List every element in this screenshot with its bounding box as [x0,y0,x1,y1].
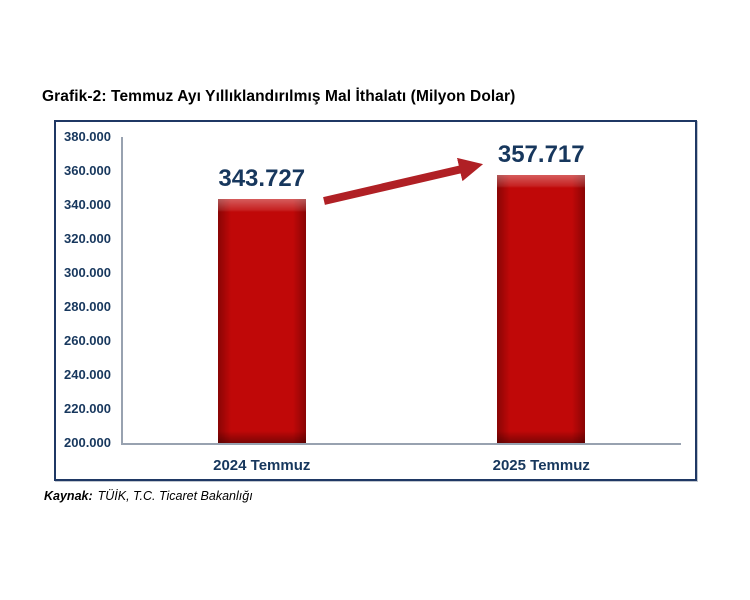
chart-title: Grafik-2: Temmuz Ayı Yıllıklandırılmış M… [42,88,516,105]
source-note: Kaynak: TÜİK, T.C. Ticaret Bakanlığı [44,489,253,503]
bar-value-label: 343.727 [218,164,306,192]
x-axis-label: 2024 Temmuz [213,457,311,474]
y-tick-label: 380.000 [64,129,111,144]
y-tick-label: 360.000 [64,163,111,178]
y-tick-label: 220.000 [64,401,111,416]
chart-frame: 380.000 360.000 340.000 320.000 300.000 280.0… [54,120,697,481]
x-axis-label: 2025 Temmuz [492,457,590,474]
y-tick-label: 280.000 [64,299,111,314]
y-tick-label: 340.000 [64,197,111,212]
y-tick-label: 260.000 [64,333,111,348]
y-tick-label: 200.000 [64,435,111,450]
x-axis-line [121,443,681,445]
bar-2025-temmuz [497,174,586,443]
source-label: Kaynak: [44,489,93,503]
source-text: TÜİK, T.C. Ticaret Bakanlığı [97,489,253,503]
y-axis-line [121,137,123,445]
bar-2024-temmuz [217,198,306,443]
y-tick-label: 300.000 [64,265,111,280]
y-tick-label: 320.000 [64,231,111,246]
y-tick-label: 240.000 [64,367,111,382]
bar-value-label: 357.717 [497,140,585,168]
